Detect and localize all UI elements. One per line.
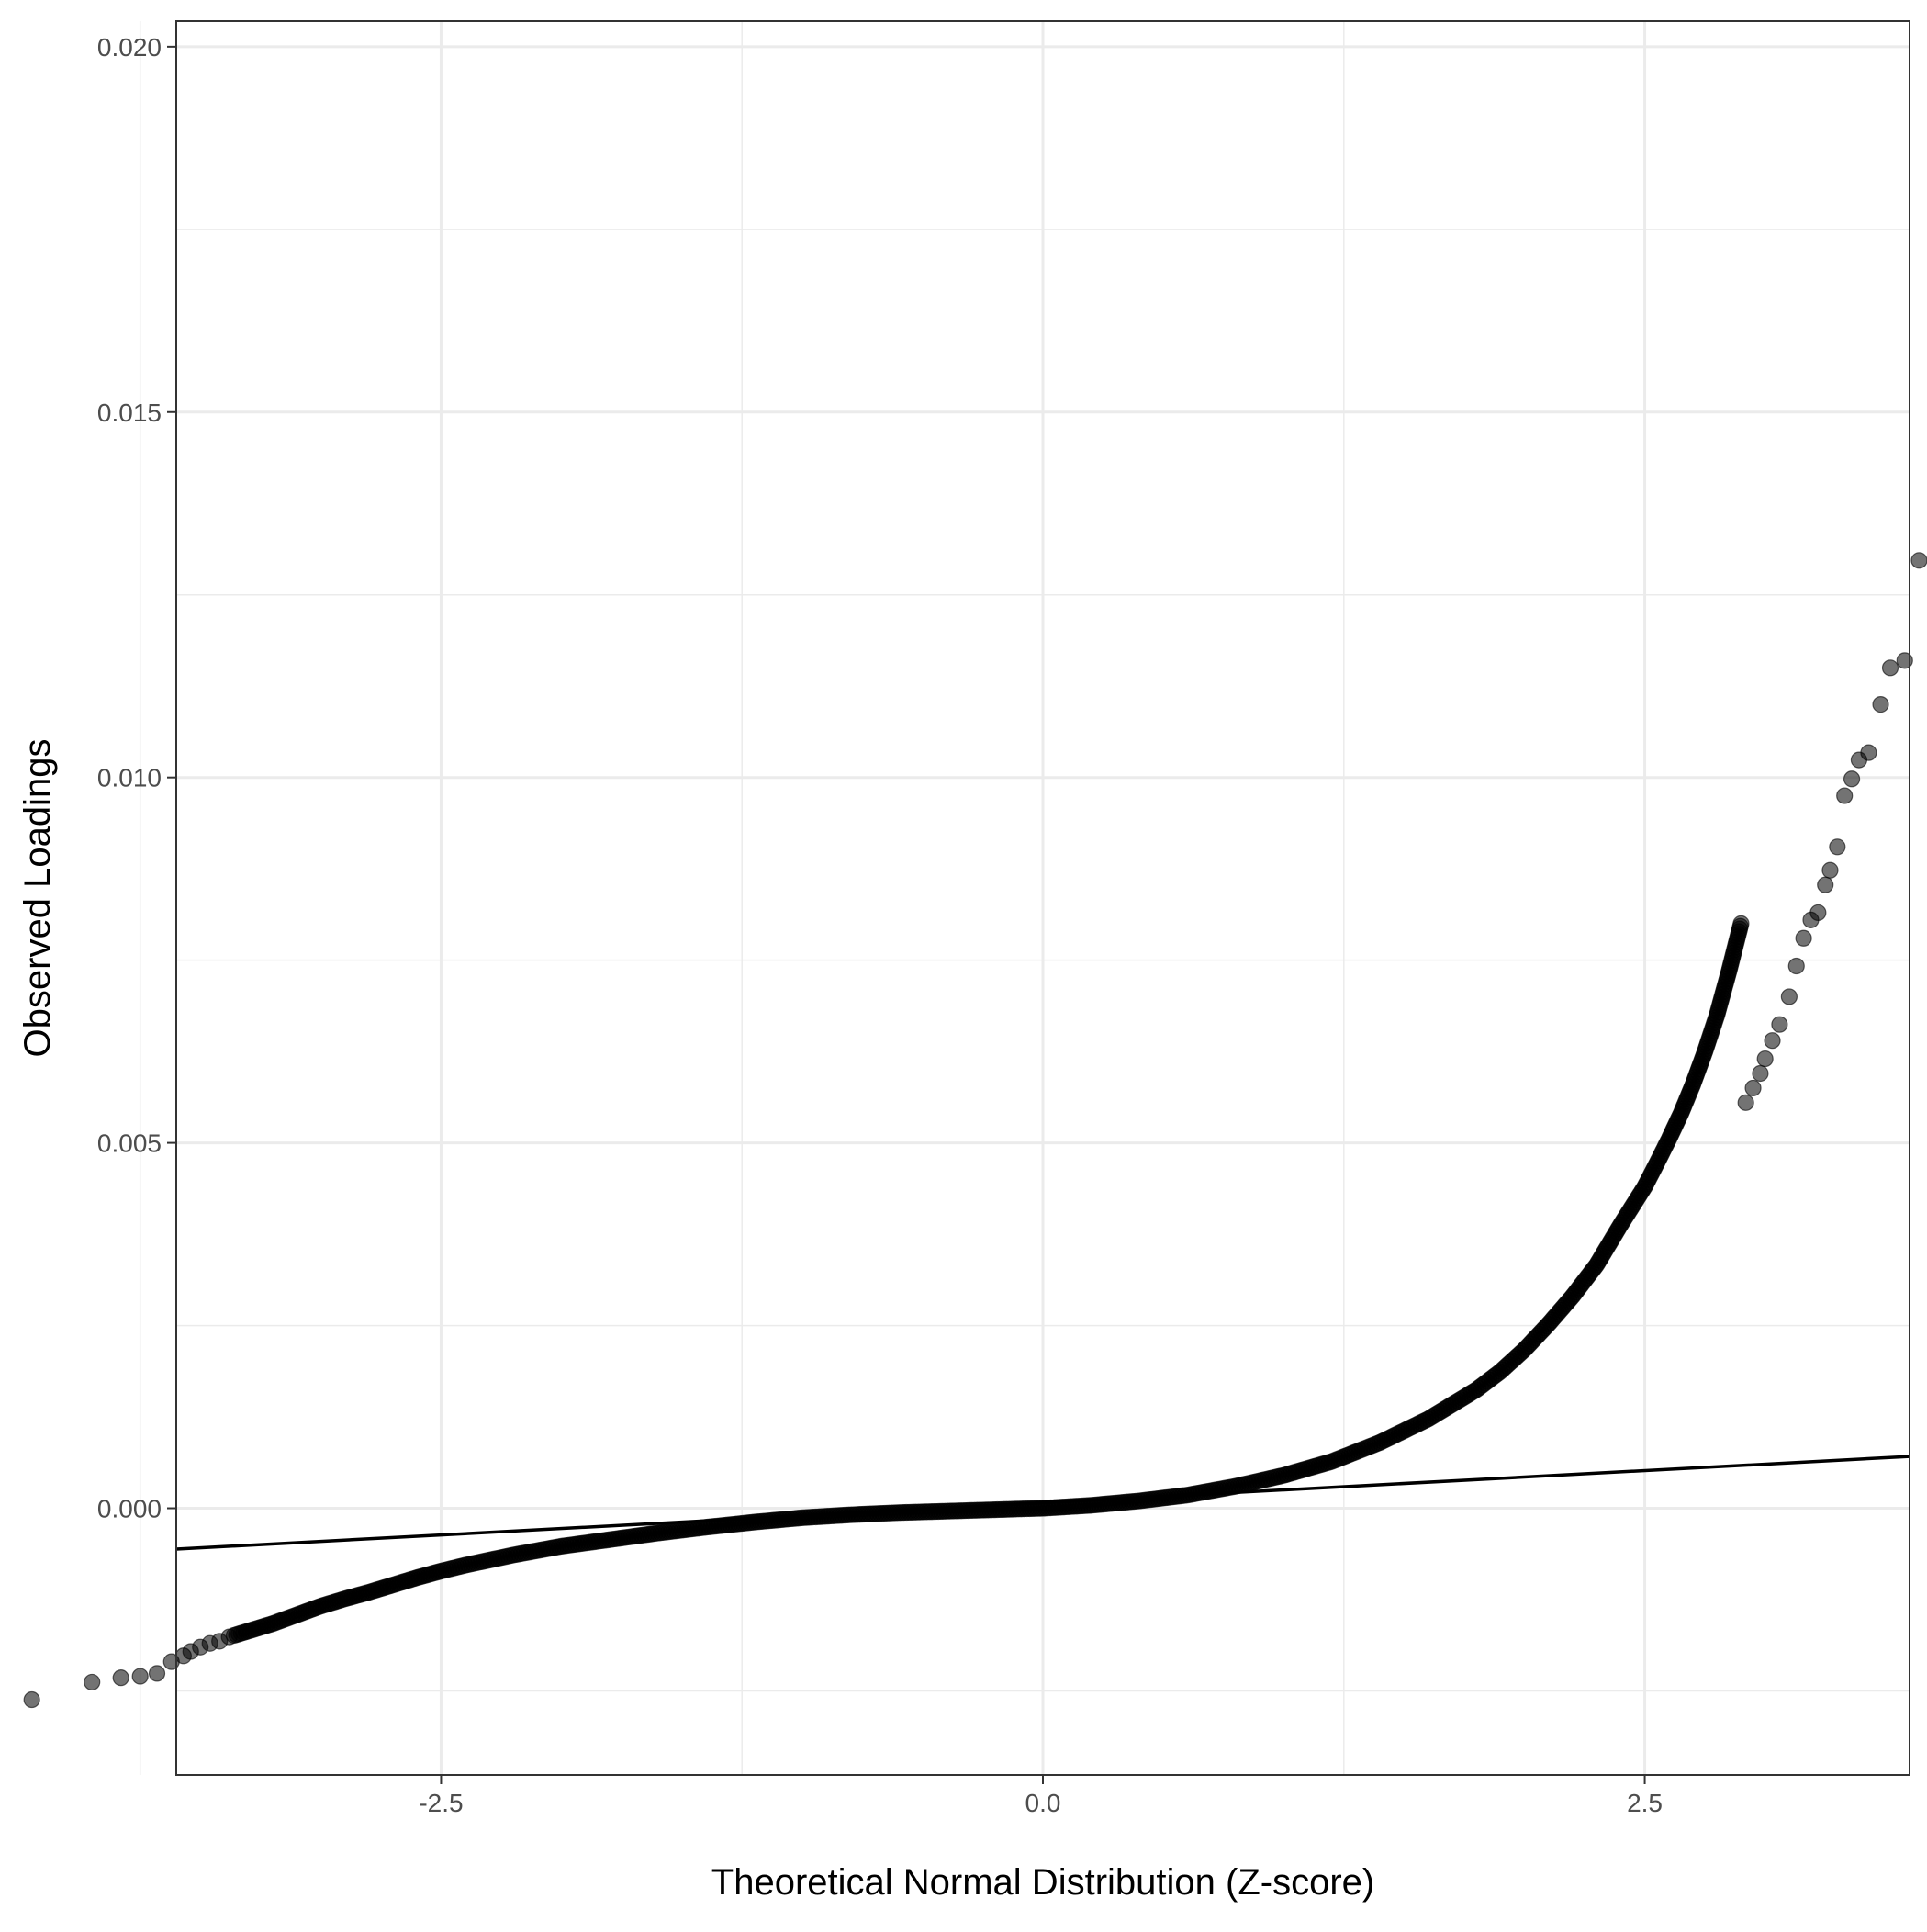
y-tick-label: 0.015	[97, 399, 162, 427]
data-point	[148, 1665, 166, 1682]
data-point	[1732, 915, 1750, 932]
data-point	[1829, 838, 1846, 856]
y-tick-label: 0.020	[97, 33, 162, 62]
gridlines	[139, 21, 1910, 1775]
x-tick-label: 0.0	[1025, 1789, 1061, 1817]
y-tick-label: 0.000	[97, 1495, 162, 1523]
data-point	[1744, 1079, 1762, 1097]
y-tick-label: 0.010	[97, 764, 162, 792]
y-tick-label: 0.005	[97, 1129, 162, 1158]
data-point	[1881, 659, 1899, 677]
data-point	[1752, 1064, 1769, 1083]
y-axis-ticks: 0.000 0.005 0.010 0.015 0.020	[97, 33, 176, 1523]
data-point	[1771, 1016, 1788, 1033]
data-point	[1795, 929, 1812, 947]
data-point	[1836, 787, 1854, 804]
data-point	[1910, 552, 1927, 569]
data-point	[220, 1628, 238, 1646]
x-axis-title: Theoretical Normal Distribution (Z-score…	[711, 1862, 1374, 1903]
data-point	[1809, 904, 1827, 922]
data-points	[23, 552, 1927, 1709]
data-point	[1817, 876, 1834, 893]
y-axis-title: Observed Loadings	[17, 739, 58, 1058]
data-point	[131, 1668, 149, 1685]
data-point	[1821, 861, 1839, 879]
data-point	[1756, 1050, 1774, 1068]
data-point	[84, 1673, 101, 1691]
data-point	[1780, 988, 1798, 1005]
x-tick-label: 2.5	[1627, 1789, 1663, 1817]
data-point	[1737, 1094, 1754, 1111]
data-point	[1787, 957, 1805, 975]
data-point	[1872, 696, 1889, 713]
x-tick-label: -2.5	[419, 1789, 463, 1817]
data-point	[1764, 1032, 1781, 1050]
data-point	[1843, 770, 1861, 788]
data-point	[112, 1669, 129, 1687]
data-point	[1860, 744, 1877, 761]
x-axis-ticks: -2.5 0.0 2.5	[419, 1775, 1663, 1817]
data-point	[23, 1690, 40, 1709]
